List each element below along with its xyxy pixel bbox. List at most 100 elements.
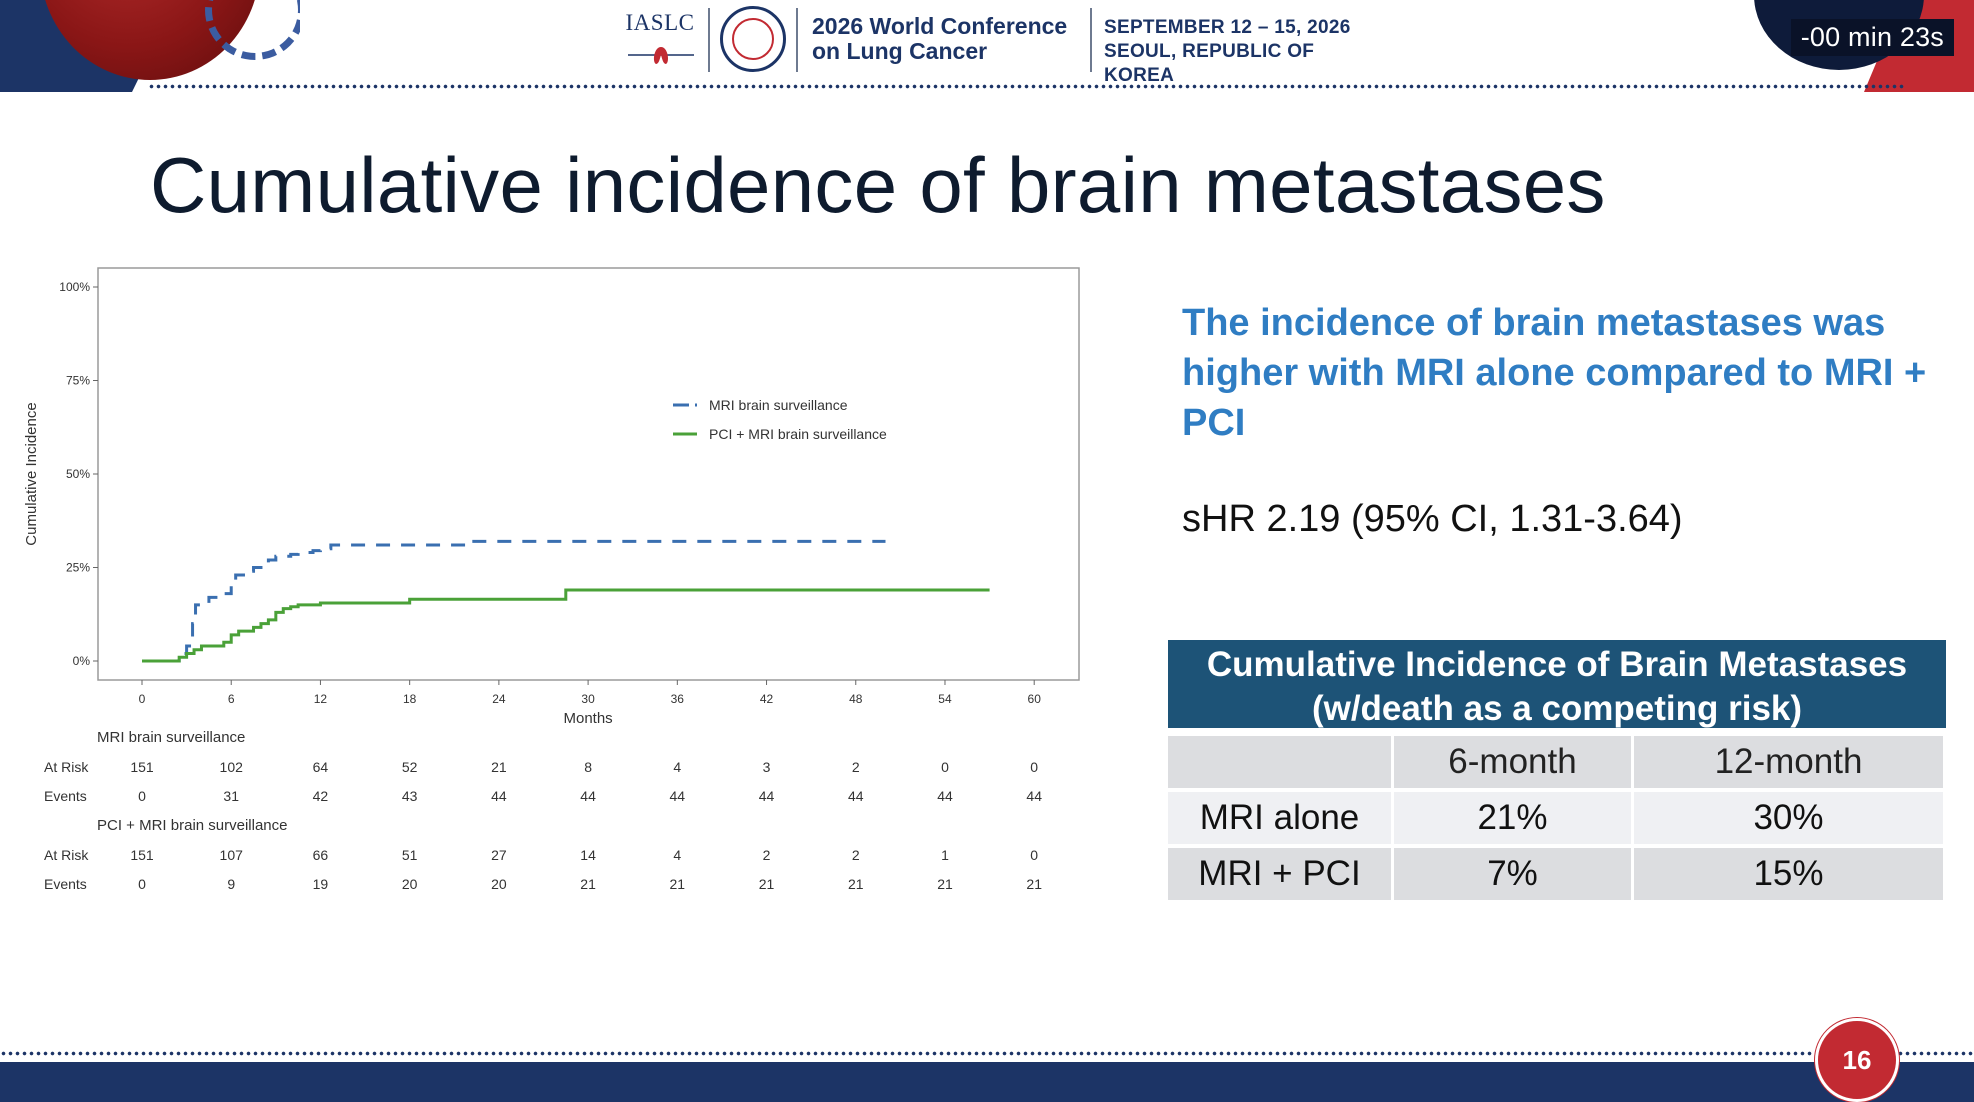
risk-table-value: 107 (220, 847, 244, 863)
risk-table-row-label: Events (44, 876, 87, 892)
x-tick-label: 42 (760, 692, 774, 706)
incidence-table-title-line2: (w/death as a competing risk) (1311, 689, 1803, 728)
risk-table-value: 1 (941, 847, 949, 863)
risk-table-value: 21 (580, 876, 596, 892)
table-cell: 15% (1634, 848, 1946, 904)
conference-name: 2026 World Conference on Lung Cancer (812, 14, 1067, 64)
risk-table-value: 2 (852, 847, 860, 863)
risk-table-value: 14 (580, 847, 596, 863)
dotted-divider-top (148, 84, 1906, 89)
y-tick-label: 50% (66, 467, 90, 481)
slide-title: Cumulative incidence of brain metastases (150, 141, 1606, 229)
risk-table-value: 0 (138, 876, 146, 892)
incidence-table-title-line1: Cumulative Incidence of Brain Metastases (1206, 645, 1908, 684)
risk-table-value: 43 (402, 788, 418, 804)
legend-label: PCI + MRI brain surveillance (709, 426, 887, 442)
table-header-cell (1168, 736, 1394, 792)
risk-table-value: 21 (759, 876, 775, 892)
y-tick-label: 0% (73, 654, 91, 668)
x-tick-label: 60 (1028, 692, 1042, 706)
page-number-badge: 16 (1815, 1018, 1899, 1102)
y-tick-label: 25% (66, 561, 90, 575)
risk-table-value: 4 (673, 759, 681, 775)
risk-table-value: 21 (937, 876, 953, 892)
risk-table-value: 3 (763, 759, 771, 775)
legend-label: MRI brain surveillance (709, 397, 848, 413)
x-tick-label: 0 (139, 692, 146, 706)
iaslc-logo: IASLC (625, 10, 695, 35)
banner-separator (708, 8, 710, 72)
conference-name-line2: on Lung Cancer (812, 38, 988, 64)
x-tick-label: 18 (403, 692, 417, 706)
x-tick-label: 6 (228, 692, 235, 706)
risk-table-value: 19 (313, 876, 329, 892)
risk-table-value: 44 (759, 788, 775, 804)
table-header-cell: 6-month (1394, 736, 1634, 792)
hazard-ratio-text: sHR 2.19 (95% CI, 1.31-3.64) (1182, 498, 1683, 540)
timer-display: -00 min 23s (1790, 19, 1954, 56)
x-tick-label: 48 (849, 692, 863, 706)
risk-table-value: 44 (491, 788, 507, 804)
series-line-pci-mri (142, 588, 990, 663)
risk-table-value: 151 (130, 847, 154, 863)
y-tick-label: 100% (59, 280, 90, 294)
risk-table-group-label: MRI brain surveillance (97, 729, 245, 746)
risk-table-value: 151 (130, 759, 154, 775)
table-cell: 30% (1634, 792, 1946, 848)
incidence-table: Cumulative Incidence of Brain Metastases… (1168, 640, 1946, 904)
y-axis-label: Cumulative Incidence (23, 402, 40, 545)
dotted-divider-bottom (0, 1051, 1974, 1056)
x-tick-label: 30 (581, 692, 595, 706)
risk-table-value: 44 (670, 788, 686, 804)
risk-table-value: 20 (491, 876, 507, 892)
risk-table-value: 9 (227, 876, 235, 892)
conference-banner: IASLC 2026 World Conference on Lung Canc… (620, 4, 1360, 86)
conference-location: SEOUL, REPUBLIC OF KOREA (1104, 41, 1315, 86)
risk-table-value: 64 (313, 759, 329, 775)
series-line-mri (142, 539, 886, 663)
footer-bar (0, 1062, 1974, 1102)
x-tick-label: 36 (671, 692, 685, 706)
risk-table-value: 21 (491, 759, 507, 775)
banner-separator (1090, 8, 1092, 72)
incidence-table-grid: 6-month 12-month MRI alone 21% 30% MRI +… (1168, 736, 1946, 904)
x-tick-label: 54 (938, 692, 952, 706)
risk-table-value: 0 (941, 759, 949, 775)
x-tick-label: 24 (492, 692, 506, 706)
risk-table-value: 44 (1026, 788, 1042, 804)
table-cell: 7% (1394, 848, 1634, 904)
banner-separator (796, 8, 798, 72)
conference-name-line1: 2026 World Conference (812, 13, 1068, 39)
risk-table-value: 0 (138, 788, 146, 804)
x-tick-label: 12 (314, 692, 328, 706)
risk-table-value: 20 (402, 876, 418, 892)
risk-table-value: 2 (852, 759, 860, 775)
risk-table-value: 21 (1026, 876, 1042, 892)
risk-table-value: 44 (937, 788, 953, 804)
conference-date: SEPTEMBER 12 – 15, 2026 SEOUL, REPUBLIC … (1104, 16, 1360, 88)
table-row-label: MRI + PCI (1168, 848, 1394, 904)
risk-table-value: 42 (313, 788, 329, 804)
key-finding-text: The incidence of brain metastases was hi… (1182, 302, 1927, 444)
table-cell: 21% (1394, 792, 1634, 848)
seoul-seal-logo (720, 6, 786, 72)
header-decoration-left (0, 0, 300, 92)
risk-table-row-label: At Risk (44, 847, 89, 863)
y-tick-label: 75% (66, 374, 90, 388)
conference-date-line1: SEPTEMBER 12 – 15, 2026 (1104, 17, 1351, 38)
risk-table-value: 51 (402, 847, 418, 863)
risk-table-value: 2 (763, 847, 771, 863)
risk-table-value: 44 (580, 788, 596, 804)
risk-table-value: 66 (313, 847, 329, 863)
risk-table-value: 102 (220, 759, 244, 775)
risk-table-row-label: At Risk (44, 759, 89, 775)
risk-table-value: 44 (848, 788, 864, 804)
risk-table-value: 31 (223, 788, 239, 804)
risk-table-value: 8 (584, 759, 592, 775)
risk-table-value: 4 (673, 847, 681, 863)
x-axis-label: Months (563, 710, 612, 727)
risk-table-value: 0 (1030, 759, 1038, 775)
risk-table-value: 21 (670, 876, 686, 892)
risk-table-value: 27 (491, 847, 507, 863)
